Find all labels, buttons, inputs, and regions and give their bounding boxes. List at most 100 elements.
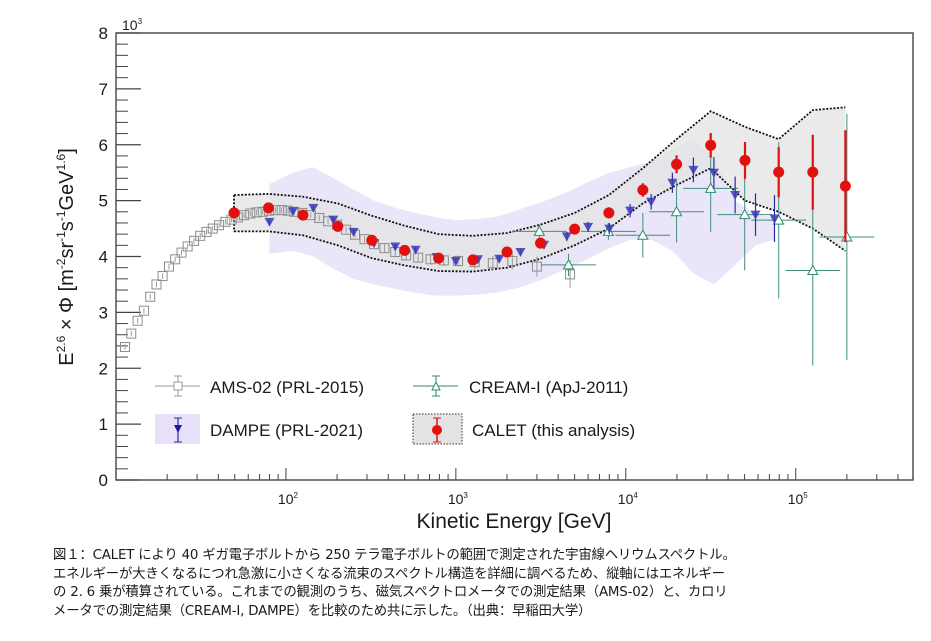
legend-label-dampe: DAMPE (PRL-2021) xyxy=(210,421,363,440)
y-tick-label: 2 xyxy=(99,359,108,378)
calet-marker xyxy=(671,158,683,170)
axis-ticks: 0 1 2 3 4 5 6 7 8 102 103 104 105 xyxy=(99,24,899,507)
cream-marker xyxy=(636,229,649,240)
dampe-point xyxy=(646,193,657,210)
legend-item-cream: CREAM-I (ApJ-2011) xyxy=(413,375,628,397)
ams02-point xyxy=(220,216,231,227)
y-tick-label: 7 xyxy=(99,80,108,99)
dampe-point xyxy=(308,203,319,213)
dampe-marker xyxy=(583,222,594,232)
legend-item-calet: CALET (this analysis) xyxy=(412,413,635,445)
calet-point xyxy=(773,146,785,198)
ams02-marker xyxy=(157,271,168,282)
caption-line: エネルギーが大きくなるにつれ急激に小さくなる流束のスペクトル構造を詳細に調べるた… xyxy=(53,566,725,582)
dampe-point xyxy=(328,215,339,225)
calet-marker xyxy=(773,166,785,178)
legend-label-calet: CALET (this analysis) xyxy=(472,421,635,440)
cream-marker xyxy=(704,182,717,193)
cream-point xyxy=(683,144,739,232)
calet-point xyxy=(366,234,378,246)
calet-marker xyxy=(399,244,411,256)
cream-marker xyxy=(562,258,575,270)
dampe-point xyxy=(348,227,359,237)
calet-point xyxy=(399,244,411,256)
dampe-marker xyxy=(769,214,780,224)
calet-marker xyxy=(705,139,717,151)
dampe-marker xyxy=(561,232,572,242)
dampe-marker xyxy=(708,168,719,178)
ams02-point xyxy=(163,261,174,272)
ams02-point xyxy=(195,230,206,241)
x-tick-label: 103 xyxy=(448,491,469,507)
ams02-marker xyxy=(214,220,225,231)
legend: AMS-02 (PRL-2015) DAMPE (PRL-2021) CREAM… xyxy=(155,375,635,445)
ams02-marker xyxy=(507,255,518,266)
y-tick-label: 5 xyxy=(99,192,108,211)
caption-line: の 2. 6 乗が積算されている。これまでの観測のうち、磁気スペクトロメータでの… xyxy=(53,585,728,601)
dampe-point xyxy=(390,242,401,252)
y-tick-label: 6 xyxy=(99,136,108,155)
calet-marker xyxy=(332,220,344,232)
calet-point xyxy=(263,202,275,214)
ams02-marker xyxy=(138,305,149,316)
triangle-up-marker-icon xyxy=(431,380,441,391)
ams02-marker xyxy=(126,328,137,339)
dampe-marker xyxy=(450,256,461,266)
ams02-marker xyxy=(120,342,131,353)
helium-spectrum-chart: 0 1 2 3 4 5 6 7 8 102 103 104 105 103 E2.6 × Φ [m-2s… xyxy=(54,17,914,533)
cream-marker xyxy=(670,205,683,217)
dampe-point xyxy=(494,254,505,264)
ams02-marker xyxy=(531,261,542,272)
dampe-point xyxy=(688,157,699,183)
dampe-marker xyxy=(494,254,505,264)
ams02-point xyxy=(531,256,542,277)
cream-point xyxy=(649,181,704,243)
data-series xyxy=(120,114,875,366)
y-tick-label: 0 xyxy=(99,471,108,490)
dampe-marker xyxy=(646,197,657,207)
ams02-point xyxy=(276,205,287,216)
dampe-marker xyxy=(348,227,359,237)
dampe-point xyxy=(264,217,275,227)
calet-point xyxy=(297,209,309,221)
calet-marker xyxy=(467,254,479,266)
dampe-point xyxy=(730,176,741,214)
calet-marker xyxy=(433,252,445,264)
dampe-marker xyxy=(625,206,636,216)
dampe-marker xyxy=(328,215,339,225)
ams02-point xyxy=(176,247,187,258)
x-tick-label: 104 xyxy=(618,491,639,507)
ams02-marker xyxy=(151,279,162,290)
dampe-point xyxy=(769,195,780,242)
ams02-point xyxy=(145,291,156,302)
ams02-point xyxy=(170,254,181,265)
calet-point xyxy=(501,246,513,258)
ams02-marker xyxy=(565,269,576,280)
dampe-point xyxy=(561,231,572,242)
x-axis-label: Kinetic Energy [GeV] xyxy=(417,510,612,533)
ams02-point xyxy=(487,255,498,271)
calet-marker xyxy=(637,184,649,196)
ams02-point xyxy=(214,220,225,231)
calet-point xyxy=(569,223,581,235)
calet-point xyxy=(671,155,683,174)
dampe-point xyxy=(625,203,636,218)
ams02-marker xyxy=(245,208,256,219)
ams02-point xyxy=(120,342,131,353)
calet-band-upper-edge xyxy=(234,106,846,237)
dampe-marker xyxy=(515,248,526,258)
ams02-point xyxy=(138,305,149,316)
ams02-marker xyxy=(379,243,390,254)
dampe-point xyxy=(750,193,761,236)
calet-marker xyxy=(739,154,751,166)
caption-line: 図１：CALET により 40 ギガ電子ボルトから 250 テラ電子ボルトの範囲… xyxy=(53,548,736,563)
ams02-point xyxy=(201,226,212,237)
calet-point xyxy=(739,141,751,179)
calet-point xyxy=(807,134,819,210)
calet-marker xyxy=(228,207,240,219)
ams02-marker xyxy=(145,291,156,302)
dampe-marker xyxy=(410,245,421,255)
ams02-point xyxy=(379,243,390,254)
calet-point xyxy=(603,207,615,219)
cream-marker xyxy=(533,225,546,236)
